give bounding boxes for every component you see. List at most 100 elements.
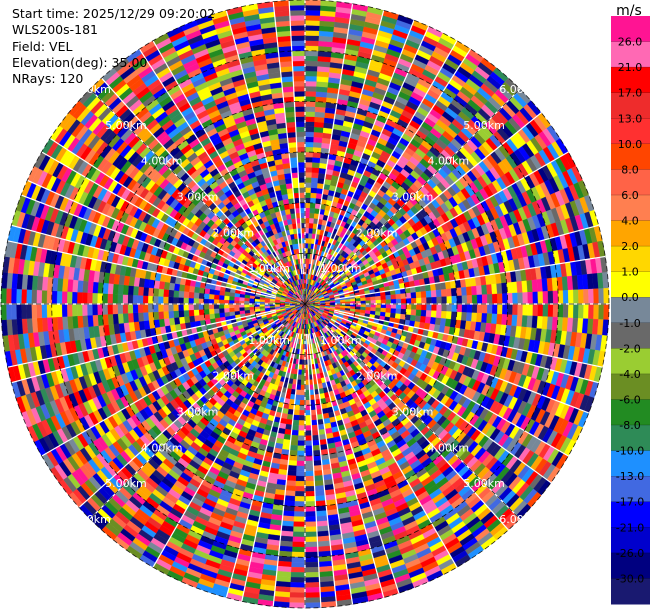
ppi-cell xyxy=(304,511,317,517)
ppi-cell xyxy=(168,296,174,305)
ppi-cell xyxy=(107,313,114,325)
ppi-cell xyxy=(304,187,312,193)
ppi-cell xyxy=(304,167,313,173)
ppi-cell xyxy=(299,410,306,416)
ppi-cell xyxy=(380,307,387,313)
ppi-cell xyxy=(512,303,518,316)
ppi-cell xyxy=(492,303,498,315)
ppi-cell xyxy=(466,286,473,296)
ppi-cell xyxy=(142,312,149,322)
ppi-cell xyxy=(380,303,387,309)
ppi-cell xyxy=(400,308,407,315)
ppi-cell xyxy=(213,308,220,314)
ppi-cell xyxy=(147,287,154,297)
ppi-cell xyxy=(204,313,211,321)
ppi-cell xyxy=(117,284,124,295)
ppi-cell xyxy=(173,303,179,312)
ppi-cell xyxy=(112,303,118,315)
ppi-cell xyxy=(304,136,314,143)
ppi-cell xyxy=(410,292,417,299)
ppi-cell xyxy=(390,303,397,309)
ppi-cell xyxy=(137,286,144,296)
ppi-cell xyxy=(183,309,190,317)
ppi-cell xyxy=(421,303,427,311)
ppi-cell xyxy=(400,303,407,310)
ppi-cell xyxy=(117,294,123,305)
ppi-cell xyxy=(188,303,194,311)
ppi-cell xyxy=(385,294,392,300)
ppi-cell xyxy=(298,425,306,431)
ppi-cell xyxy=(304,141,314,148)
ppi-cell xyxy=(314,106,326,113)
ppi-cell xyxy=(147,295,154,305)
ppi-cell xyxy=(223,303,230,309)
ppi-cell xyxy=(285,480,296,487)
ppi-cell xyxy=(291,424,299,431)
ppi-cell xyxy=(313,141,323,148)
ppi-cell xyxy=(299,399,306,406)
ppi-cell xyxy=(183,284,191,292)
ppi-cell xyxy=(461,312,468,322)
ppi-cell xyxy=(193,303,199,310)
ppi-cell xyxy=(409,314,417,322)
ppi-cell xyxy=(208,303,215,310)
ppi-cell xyxy=(298,182,306,188)
ppi-cell xyxy=(168,310,175,319)
ppi-cell xyxy=(304,146,314,153)
ppi-cell xyxy=(107,303,113,315)
ppi-cell xyxy=(163,289,170,297)
ppi-cell xyxy=(309,217,315,224)
ppi-cell xyxy=(309,212,315,219)
ppi-cell xyxy=(395,308,402,315)
ppi-cell xyxy=(296,455,306,462)
ppi-cell xyxy=(298,187,306,193)
ppi-cell xyxy=(476,303,483,314)
ppi-cell xyxy=(296,141,306,148)
ppi-cell xyxy=(350,298,356,302)
ppi-cell xyxy=(314,111,326,118)
ppi-cell xyxy=(476,285,483,296)
ppi-cell xyxy=(208,308,215,315)
ppi-cell xyxy=(298,415,306,421)
ppi-cell xyxy=(294,491,306,497)
ppi-cell xyxy=(157,303,164,312)
ppi-cell xyxy=(213,299,220,305)
ppi-cell xyxy=(203,303,210,310)
ppi-cell xyxy=(137,303,144,313)
ppi-cell xyxy=(229,311,236,317)
ppi-cell xyxy=(431,296,437,305)
ppi-cell xyxy=(471,303,478,314)
ppi-cell xyxy=(288,449,298,456)
ppi-cell xyxy=(295,475,306,482)
ppi-cell xyxy=(168,289,175,298)
ppi-cell xyxy=(304,450,314,457)
ppi-cell xyxy=(223,299,230,305)
ppi-cell xyxy=(153,311,160,321)
ppi-cell xyxy=(461,303,468,313)
ppi-cell xyxy=(304,460,314,467)
ppi-cell xyxy=(173,290,180,298)
ppi-cell xyxy=(304,430,313,436)
ppi-cell xyxy=(285,418,293,426)
ppi-cell xyxy=(421,297,427,305)
ppi-cell xyxy=(97,292,103,305)
ppi-cell xyxy=(178,290,185,298)
ppi-cell xyxy=(476,294,483,305)
ppi-cell xyxy=(162,303,169,312)
ppi-cell xyxy=(313,131,324,138)
ppi-cell xyxy=(188,309,195,317)
ppi-cell xyxy=(304,197,311,203)
ppi-cell xyxy=(293,96,306,102)
ppi-cell xyxy=(295,480,306,487)
ppi-cell xyxy=(304,126,315,133)
ppi-cell xyxy=(158,288,165,297)
ppi-cell xyxy=(112,293,118,305)
ppi-cell xyxy=(296,465,306,472)
ppi-cell xyxy=(311,177,319,184)
ppi-cell xyxy=(249,306,255,310)
ppi-cell xyxy=(304,491,316,497)
ppi-cell xyxy=(451,303,458,313)
ppi-cell xyxy=(291,177,299,184)
ppi-cell xyxy=(296,146,306,153)
